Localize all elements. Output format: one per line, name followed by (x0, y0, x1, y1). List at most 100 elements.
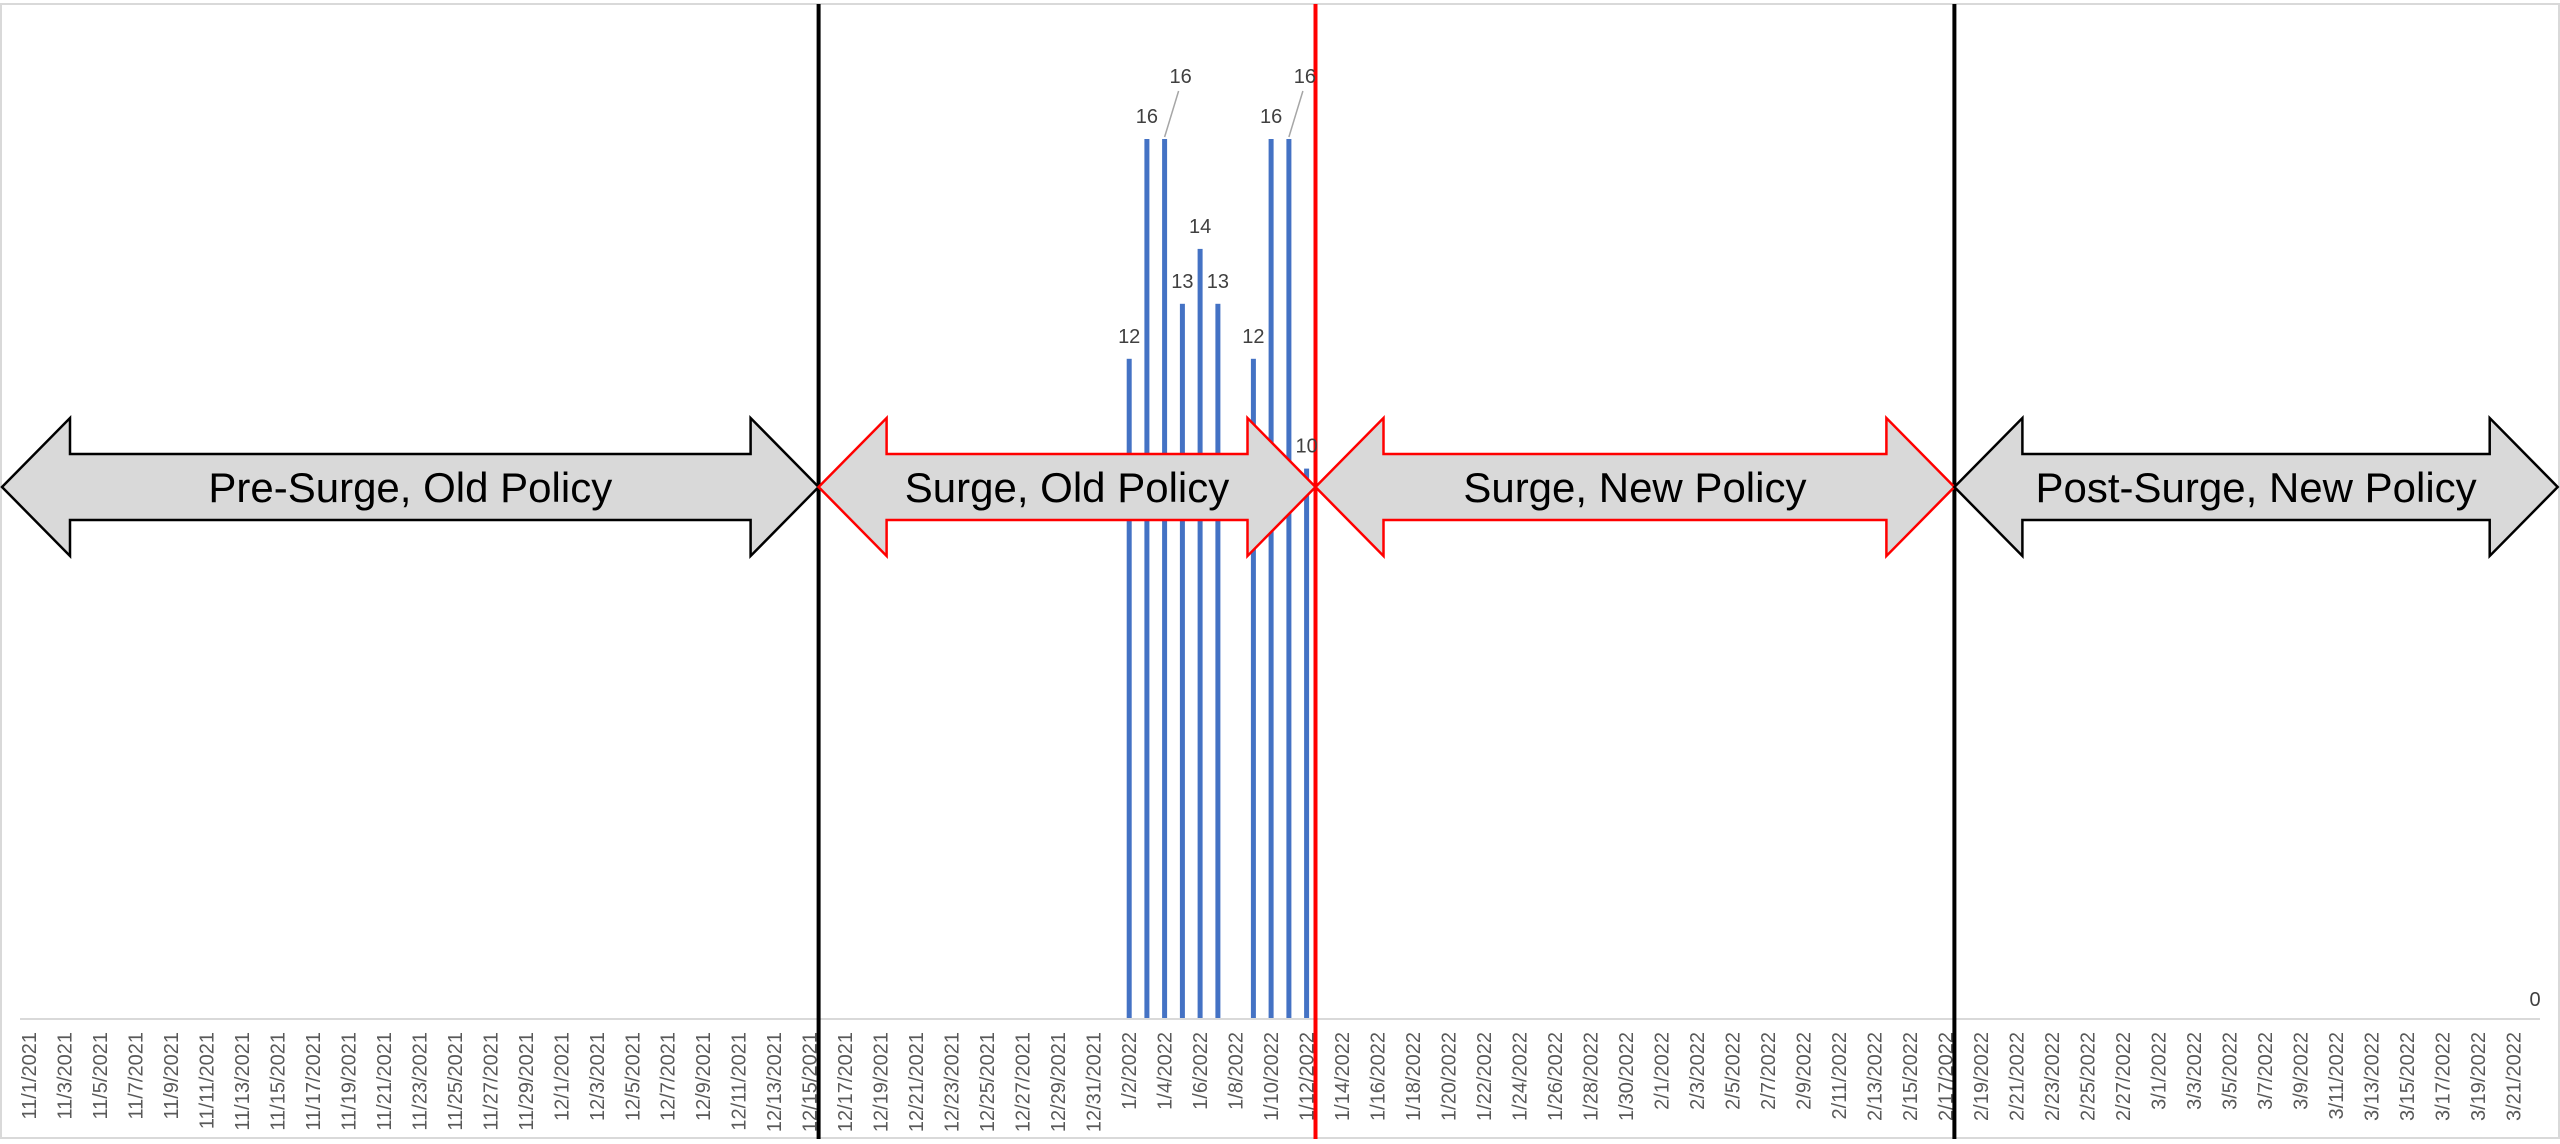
x-tick-label: 12/11/2021 (729, 1032, 751, 1131)
x-tick-label: 3/5/2022 (2219, 1032, 2241, 1110)
x-tick-label: 12/19/2021 (871, 1032, 893, 1132)
bar (1268, 139, 1274, 1018)
x-tick-label: 11/29/2021 (516, 1032, 538, 1131)
x-tick-label: 12/29/2021 (1048, 1032, 1070, 1132)
bar (1144, 139, 1150, 1018)
x-tick-label: 12/31/2021 (1084, 1032, 1106, 1132)
x-tick-label: 12/9/2021 (693, 1032, 715, 1121)
x-tick-label: 11/21/2021 (374, 1032, 396, 1131)
x-tick-label: 1/10/2022 (1261, 1032, 1283, 1121)
x-tick-label: 11/7/2021 (125, 1032, 147, 1120)
data-label: 13 (1207, 271, 1229, 293)
x-tick-label: 3/1/2022 (2149, 1032, 2171, 1110)
bar (1215, 303, 1221, 1018)
x-tick-label: 1/6/2022 (1190, 1032, 1212, 1110)
x-tick-label: 12/15/2021 (800, 1032, 822, 1132)
x-tick-label: 3/13/2022 (2361, 1032, 2383, 1121)
x-tick-label: 11/17/2021 (303, 1032, 325, 1131)
x-tick-label: 1/12/2022 (1297, 1032, 1319, 1121)
x-tick-label: 2/25/2022 (2078, 1032, 2100, 1121)
x-tick-label: 2/15/2022 (1900, 1032, 1922, 1121)
x-tick-label: 1/20/2022 (1439, 1032, 1461, 1121)
x-tick-label: 2/19/2022 (1971, 1032, 1993, 1121)
data-label: 13 (1171, 271, 1193, 293)
x-tick-label: 11/23/2021 (409, 1032, 431, 1131)
data-label: 12 (1242, 326, 1264, 348)
data-label: 10 (1295, 436, 1317, 458)
phase-label: Surge, Old Policy (905, 464, 1229, 511)
x-tick-label: 2/27/2022 (2113, 1032, 2135, 1121)
bar (1162, 139, 1168, 1018)
x-tick-label: 3/21/2022 (2503, 1032, 2525, 1121)
x-tick-label: 1/22/2022 (1474, 1032, 1496, 1121)
data-label: 12 (1118, 326, 1140, 348)
x-tick-label: 2/11/2022 (1829, 1032, 1851, 1120)
x-tick-label: 2/23/2022 (2042, 1032, 2064, 1121)
x-tick-label: 2/21/2022 (2007, 1032, 2029, 1121)
x-tick-label: 12/1/2021 (551, 1032, 573, 1121)
x-tick-label: 3/17/2022 (2432, 1032, 2454, 1121)
x-tick-label: 3/7/2022 (2255, 1032, 2277, 1110)
x-tick-label: 1/18/2022 (1403, 1032, 1425, 1121)
phase-arrows: Pre-Surge, Old Policy Surge, Old Policy Su… (0, 414, 2560, 560)
data-label: 16 (1294, 66, 1316, 88)
x-tick-label: 3/15/2022 (2397, 1032, 2419, 1121)
x-tick-label: 2/1/2022 (1652, 1032, 1674, 1110)
x-tick-label: 11/15/2021 (267, 1032, 289, 1131)
x-tick-label: 11/25/2021 (445, 1032, 467, 1131)
label-leader-line (1163, 90, 1180, 138)
bar (1126, 358, 1132, 1019)
phase-label: Pre-Surge, Old Policy (208, 464, 612, 511)
bar (1197, 248, 1203, 1018)
x-tick-label: 3/9/2022 (2290, 1032, 2312, 1110)
x-tick-label: 12/23/2021 (942, 1032, 964, 1132)
x-tick-label: 12/7/2021 (658, 1032, 680, 1121)
data-labels-layer: 12 16 16 13 14 13 12 16 16 10 0 (1118, 66, 2541, 1011)
x-axis: 11/1/2021 11/3/2021 11/5/2021 11/7/2021 11/9… (19, 1018, 2540, 1132)
x-tick-label: 2/13/2022 (1865, 1032, 1887, 1121)
x-tick-label: 1/24/2022 (1510, 1032, 1532, 1121)
x-tick-label: 12/3/2021 (587, 1032, 609, 1121)
x-tick-label: 11/1/2021 (19, 1032, 41, 1120)
x-tick-label: 1/2/2022 (1119, 1032, 1141, 1110)
x-tick-label: 2/7/2022 (1758, 1032, 1780, 1110)
x-tick-label: 3/19/2022 (2468, 1032, 2490, 1121)
x-tick-label: 3/11/2022 (2326, 1032, 2348, 1120)
x-tick-label: 11/19/2021 (338, 1032, 360, 1131)
x-tick-label: 1/4/2022 (1155, 1032, 1177, 1110)
x-tick-label: 1/28/2022 (1581, 1032, 1603, 1121)
phase-dividers (816, 4, 1957, 1139)
x-tick-label: 11/13/2021 (232, 1032, 254, 1131)
bar (1250, 358, 1256, 1019)
bar (1304, 468, 1310, 1019)
x-tick-label: 1/8/2022 (1226, 1032, 1248, 1110)
x-tick-label: 11/5/2021 (90, 1032, 112, 1120)
x-tick-label: 12/21/2021 (906, 1032, 928, 1132)
x-tick-label: 2/5/2022 (1723, 1032, 1745, 1110)
x-tick-label: 11/3/2021 (54, 1032, 76, 1120)
data-label: 14 (1189, 216, 1211, 238)
bar (1286, 139, 1292, 1018)
x-tick-label: 12/13/2021 (764, 1032, 786, 1132)
x-tick-label: 11/9/2021 (161, 1032, 183, 1120)
data-label: 0 (2530, 989, 2541, 1011)
x-tick-label: 11/11/2021 (196, 1032, 218, 1129)
x-tick-label: 3/3/2022 (2184, 1032, 2206, 1110)
phase-arrow (1952, 414, 2560, 560)
x-tick-label: 12/25/2021 (977, 1032, 999, 1132)
bar (1179, 303, 1185, 1018)
bars-layer (1126, 139, 1310, 1019)
x-tick-label: 1/16/2022 (1368, 1032, 1390, 1121)
data-label: 16 (1136, 106, 1158, 128)
data-label: 16 (1169, 66, 1191, 88)
x-tick-label: 1/26/2022 (1545, 1032, 1567, 1121)
x-tick-label: 12/17/2021 (835, 1032, 857, 1132)
x-tick-label: 2/9/2022 (1794, 1032, 1816, 1110)
x-tick-label: 12/5/2021 (622, 1032, 644, 1121)
phase-label: Surge, New Policy (1463, 464, 1806, 511)
label-leader-line (1288, 90, 1304, 138)
x-tick-label: 12/27/2021 (1013, 1032, 1035, 1132)
data-label: 16 (1260, 106, 1282, 128)
